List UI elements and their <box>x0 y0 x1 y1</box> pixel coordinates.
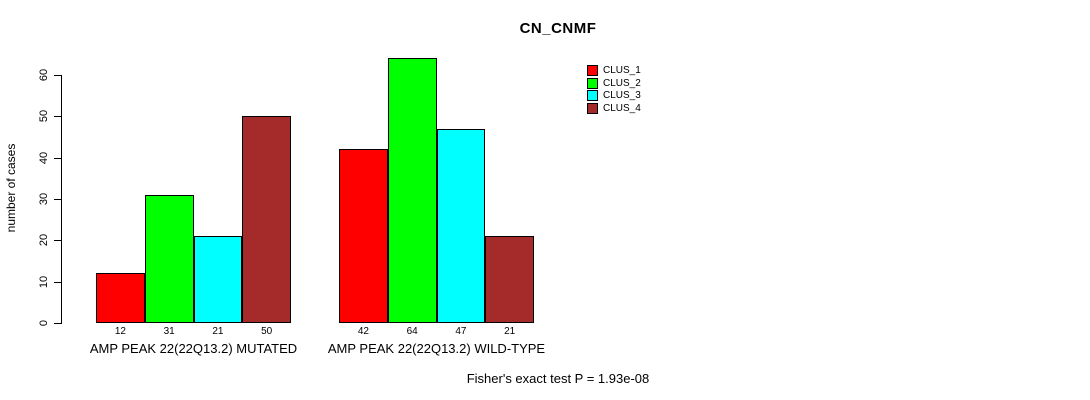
legend-label: CLUS_3 <box>603 90 641 101</box>
y-axis-tick <box>54 116 61 118</box>
y-axis-tick <box>54 75 61 76</box>
bar-value-label: 12 <box>114 326 126 337</box>
legend-swatch-clus_3 <box>587 90 598 101</box>
y-axis-tick-label: 50 <box>38 110 50 123</box>
y-axis-tick <box>54 240 61 242</box>
bar-clus_1-group2 <box>339 149 388 323</box>
legend-swatch-clus_2 <box>587 77 598 89</box>
y-axis-label: number of cases <box>4 143 18 233</box>
y-axis-tick-label: 20 <box>38 234 50 247</box>
y-axis-tick <box>54 199 61 200</box>
legend-item-clus_4: CLUS_4 <box>587 102 641 114</box>
bar-clus_4-group1 <box>242 116 291 323</box>
legend-swatch-clus_1 <box>587 65 598 76</box>
bar-value-label: 42 <box>357 326 369 337</box>
y-axis-tick-label: 40 <box>38 151 50 164</box>
bar-value-label: 21 <box>504 326 516 337</box>
bar-clus_4-group2 <box>485 236 534 323</box>
y-axis-tick-label: 60 <box>38 68 50 82</box>
y-axis-tick <box>54 281 61 283</box>
legend-item-clus_2: CLUS_2 <box>587 77 641 89</box>
bar-value-label: 47 <box>455 326 467 337</box>
y-axis-tick <box>54 157 61 159</box>
legend-item-clus_3: CLUS_3 <box>587 90 641 101</box>
legend-label: CLUS_4 <box>603 102 641 114</box>
group-axis-label: AMP PEAK 22(22Q13.2) WILD-TYPE <box>327 341 546 356</box>
legend-label: CLUS_2 <box>603 77 641 89</box>
bar-value-label: 50 <box>261 326 273 337</box>
y-axis-line <box>61 75 62 324</box>
bar-value-label: 21 <box>212 326 224 337</box>
bar-clus_2-group1 <box>144 194 194 323</box>
bar-value-label: 64 <box>406 326 418 337</box>
group-axis-label: AMP PEAK 22(22Q13.2) MUTATED <box>89 341 298 356</box>
y-axis-tick-label: 0 <box>38 319 50 327</box>
legend: CLUS_1 CLUS_2 CLUS_3 CLUS_4 <box>587 65 641 115</box>
chart-title: CN_CNMF <box>519 20 597 37</box>
legend-item-clus_1: CLUS_1 <box>587 65 641 76</box>
legend-label: CLUS_1 <box>603 65 641 76</box>
bar-clus_2-group2 <box>387 58 437 323</box>
legend-swatch-clus_4 <box>587 102 598 114</box>
bar-clus_3-group2 <box>436 128 486 323</box>
bar-clus_1-group1 <box>96 273 145 323</box>
y-axis-tick <box>54 323 61 324</box>
y-axis-tick-label: 30 <box>38 192 50 206</box>
bar-clus_3-group1 <box>193 236 243 323</box>
fisher-test-annotation: Fisher's exact test P = 1.93e-08 <box>466 371 650 386</box>
y-axis-tick-label: 10 <box>38 275 50 288</box>
bar-value-label: 31 <box>163 326 175 337</box>
